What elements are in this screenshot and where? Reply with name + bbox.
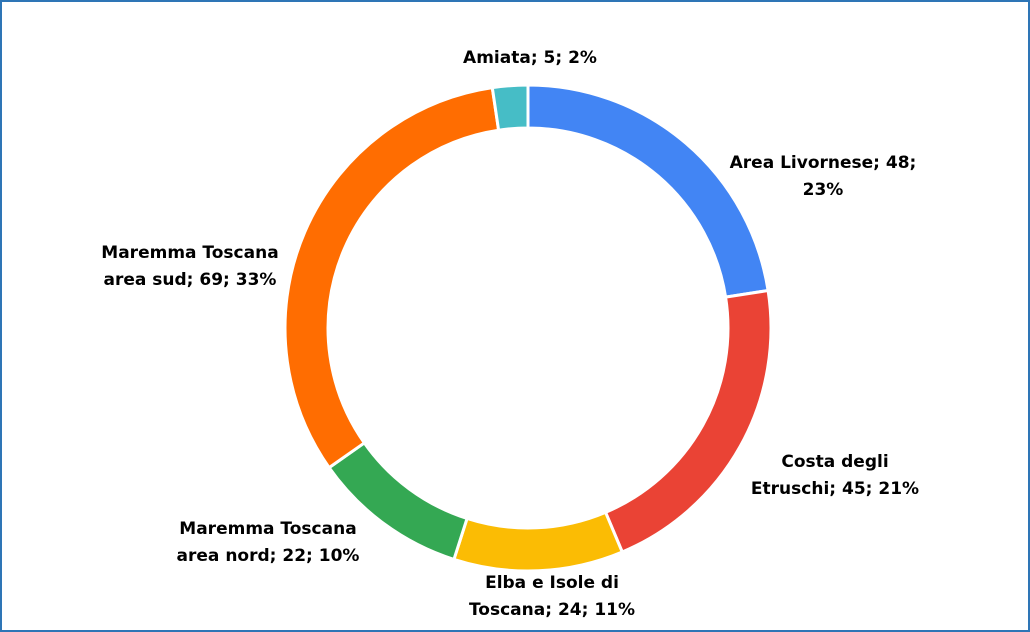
data-label: area sud; 69; 33% (104, 270, 277, 290)
donut-slice (490, 83, 530, 132)
data-label: Costa degli (781, 452, 888, 472)
data-label: Area Livornese; 48; (730, 153, 917, 173)
data-label: area nord; 22; 10% (177, 546, 360, 566)
data-label: Amiata; 5; 2% (463, 48, 597, 68)
data-label: Maremma Toscana (179, 519, 356, 539)
data-label: Etruschi; 45; 21% (751, 479, 919, 499)
data-label: 23% (803, 180, 844, 200)
data-label: Maremma Toscana (101, 243, 278, 263)
data-label: Toscana; 24; 11% (469, 600, 635, 620)
data-label: Elba e Isole di (485, 573, 619, 593)
